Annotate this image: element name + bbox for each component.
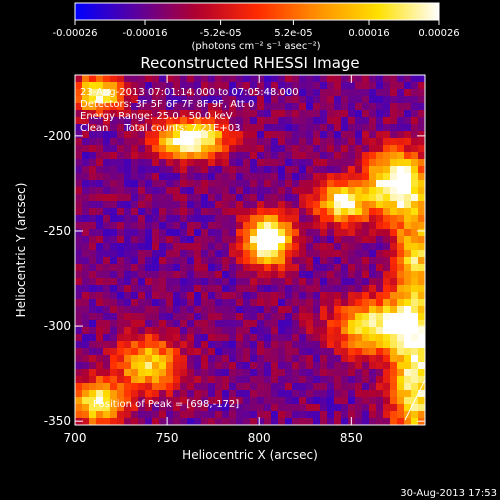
colorbar-unit-label: (photons cm⁻² s⁻¹ asec⁻²) xyxy=(191,41,320,52)
x-tick-label: 750 xyxy=(156,431,179,445)
x-axis-label: Heliocentric X (arcsec) xyxy=(182,448,318,462)
annotation-time-range: 23-Aug-2013 07:01:14.000 to 07:05:48.000 xyxy=(80,87,299,98)
limb-line xyxy=(404,379,426,421)
annotation-energy-range: Energy Range: 25.0 - 50.0 keV xyxy=(80,111,233,122)
heatmap-image xyxy=(75,75,425,425)
observation-annotations: 23-Aug-2013 07:01:14.000 to 07:05:48.000… xyxy=(80,87,299,410)
axis-ticks: 700 750 800 850 -200 -250 -300 -350 xyxy=(44,75,425,445)
plot-frame xyxy=(74,74,426,426)
peak-position-label: Position of Peak = [698,-172] xyxy=(93,399,239,410)
colorbar-tick-label: 0.00016 xyxy=(348,28,389,39)
footer-timestamp: 30-Aug-2013 17:53 xyxy=(400,488,497,499)
y-tick-label: -200 xyxy=(44,129,71,143)
colorbar-tick-label: 0.00026 xyxy=(418,28,459,39)
x-tick-label: 800 xyxy=(248,431,271,445)
x-tick-label: 850 xyxy=(340,431,363,445)
colorbar xyxy=(74,2,440,21)
colorbar-tick-label: -0.00026 xyxy=(53,28,98,39)
colorbar-ticks: -0.00026 -0.00016 -5.2e-05 5.2e-05 0.00016 0.… xyxy=(53,20,460,39)
x-tick-label: 700 xyxy=(64,431,87,445)
y-axis-label: Heliocentric Y (arcsec) xyxy=(14,183,28,318)
annotation-total-counts: Clean Total counts: 7.21E+03 xyxy=(80,123,240,134)
y-tick-label: -350 xyxy=(44,414,71,428)
colorbar-tick-label: 5.2e-05 xyxy=(274,28,312,39)
y-tick-label: -300 xyxy=(44,319,71,333)
chart-title: Reconstructed RHESSI Image xyxy=(140,54,359,72)
annotation-detectors: Detectors: 3F 5F 6F 7F 8F 9F, Att 0 xyxy=(80,99,254,110)
y-tick-label: -250 xyxy=(44,224,71,238)
colorbar-tick-label: -5.2e-05 xyxy=(200,28,242,39)
colorbar-tick-label: -0.00016 xyxy=(123,28,168,39)
